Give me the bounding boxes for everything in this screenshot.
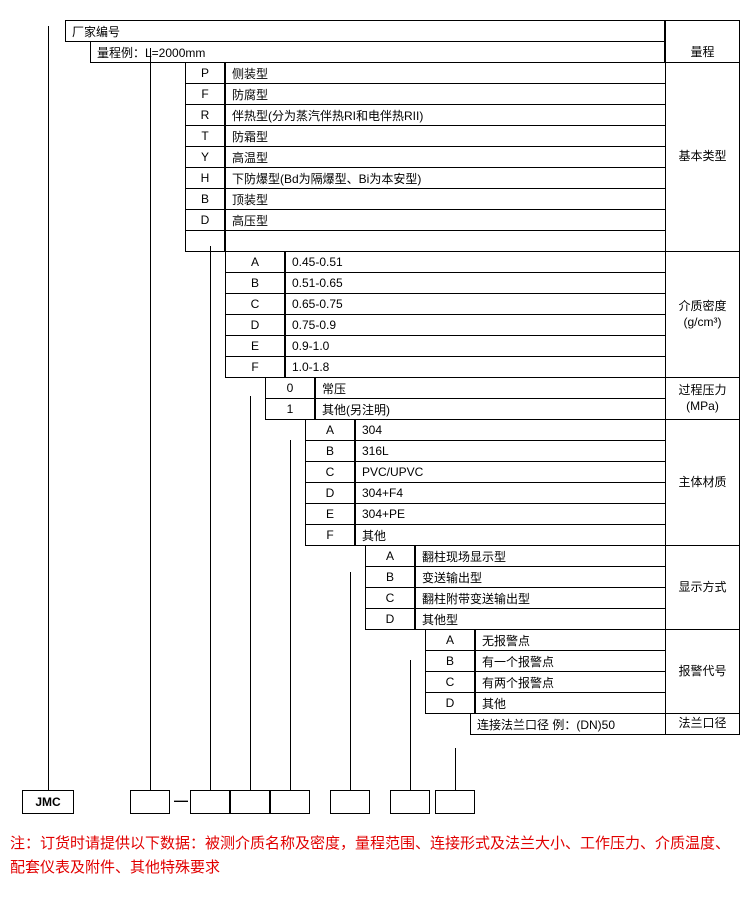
desc-alarm: 无报警点 [475,629,666,651]
vline-l6 [410,660,411,790]
section-label-flange: 法兰口径 [665,713,740,735]
desc-material: 其他 [355,524,666,546]
blank [185,230,225,252]
order-box-0 [130,790,170,814]
desc-basic_type: 伴热型(分为蒸汽伴热RI和电伴热RII) [225,104,666,126]
code-display: A [365,545,415,567]
desc-alarm: 其他 [475,692,666,714]
code-density: E [225,335,285,357]
order-box-5 [390,790,430,814]
vline-l1 [150,48,151,790]
desc-display: 其他型 [415,608,666,630]
code-basic_type: D [185,209,225,231]
section-label-material: 主体材质 [665,419,740,546]
order-box-3 [270,790,310,814]
order-box-6 [435,790,475,814]
code-basic_type: H [185,167,225,189]
order-box-1 [190,790,230,814]
blank [225,230,666,252]
code-alarm: A [425,629,475,651]
desc-density: 1.0-1.8 [285,356,666,378]
code-density: D [225,314,285,336]
code-display: D [365,608,415,630]
code-material: A [305,419,355,441]
code-density: F [225,356,285,378]
section-label-basic_type: 基本类型 [665,62,740,252]
vline-l2 [210,246,211,790]
code-display: C [365,587,415,609]
desc-density: 0.45-0.51 [285,251,666,273]
code-material: F [305,524,355,546]
order-box-4 [330,790,370,814]
section-label-display: 显示方式 [665,545,740,630]
desc-alarm: 有一个报警点 [475,650,666,672]
code-material: D [305,482,355,504]
factory-number: 厂家编号 [65,20,665,42]
desc-density: 0.75-0.9 [285,314,666,336]
desc-basic_type: 高压型 [225,209,666,231]
desc-basic_type: 顶装型 [225,188,666,210]
code-basic_type: P [185,62,225,84]
desc-display: 变送输出型 [415,566,666,588]
dash: — [174,792,188,808]
desc-material: 316L [355,440,666,462]
vline-l3 [250,396,251,790]
desc-density: 0.9-1.0 [285,335,666,357]
code-basic_type: T [185,125,225,147]
vline-l0 [48,26,49,790]
code-alarm: D [425,692,475,714]
code-basic_type: Y [185,146,225,168]
desc-basic_type: 侧装型 [225,62,666,84]
desc-pressure: 其他(另注明) [315,398,666,420]
desc-material: PVC/UPVC [355,461,666,483]
code-display: B [365,566,415,588]
code-material: B [305,440,355,462]
desc-pressure: 常压 [315,377,666,399]
section-label-density: 介质密度(g/cm³) [665,251,740,378]
desc-flange: 连接法兰口径 例：(DN)50 [470,713,666,735]
range-example: 量程例：L=2000mm [90,41,665,63]
desc-basic_type: 防腐型 [225,83,666,105]
vline-l7 [455,748,456,790]
code-density: B [225,272,285,294]
code-basic_type: R [185,104,225,126]
code-material: E [305,503,355,525]
desc-material: 304 [355,419,666,441]
desc-display: 翻柱附带变送输出型 [415,587,666,609]
order-box-2 [230,790,270,814]
footer-note: 注：订货时请提供以下数据：被测介质名称及密度，量程范围、连接形式及法兰大小、工作… [10,832,730,880]
code-density: C [225,293,285,315]
desc-basic_type: 防霜型 [225,125,666,147]
desc-density: 0.65-0.75 [285,293,666,315]
section-label-alarm: 报警代号 [665,629,740,714]
section-label-pressure: 过程压力(MPa) [665,377,740,420]
range-label: 量程 [665,41,740,63]
desc-material: 304+PE [355,503,666,525]
code-pressure: 0 [265,377,315,399]
spacer [665,20,740,42]
desc-alarm: 有两个报警点 [475,671,666,693]
desc-basic_type: 高温型 [225,146,666,168]
code-basic_type: B [185,188,225,210]
vline-l5 [350,572,351,790]
code-material: C [305,461,355,483]
code-alarm: C [425,671,475,693]
code-basic_type: F [185,83,225,105]
desc-display: 翻柱现场显示型 [415,545,666,567]
desc-density: 0.51-0.65 [285,272,666,294]
code-pressure: 1 [265,398,315,420]
code-density: A [225,251,285,273]
code-alarm: B [425,650,475,672]
desc-material: 304+F4 [355,482,666,504]
jmc-box: JMC [22,790,74,814]
vline-l4 [290,440,291,790]
desc-basic_type: 下防爆型(Bd为隔爆型、Bi为本安型) [225,167,666,189]
